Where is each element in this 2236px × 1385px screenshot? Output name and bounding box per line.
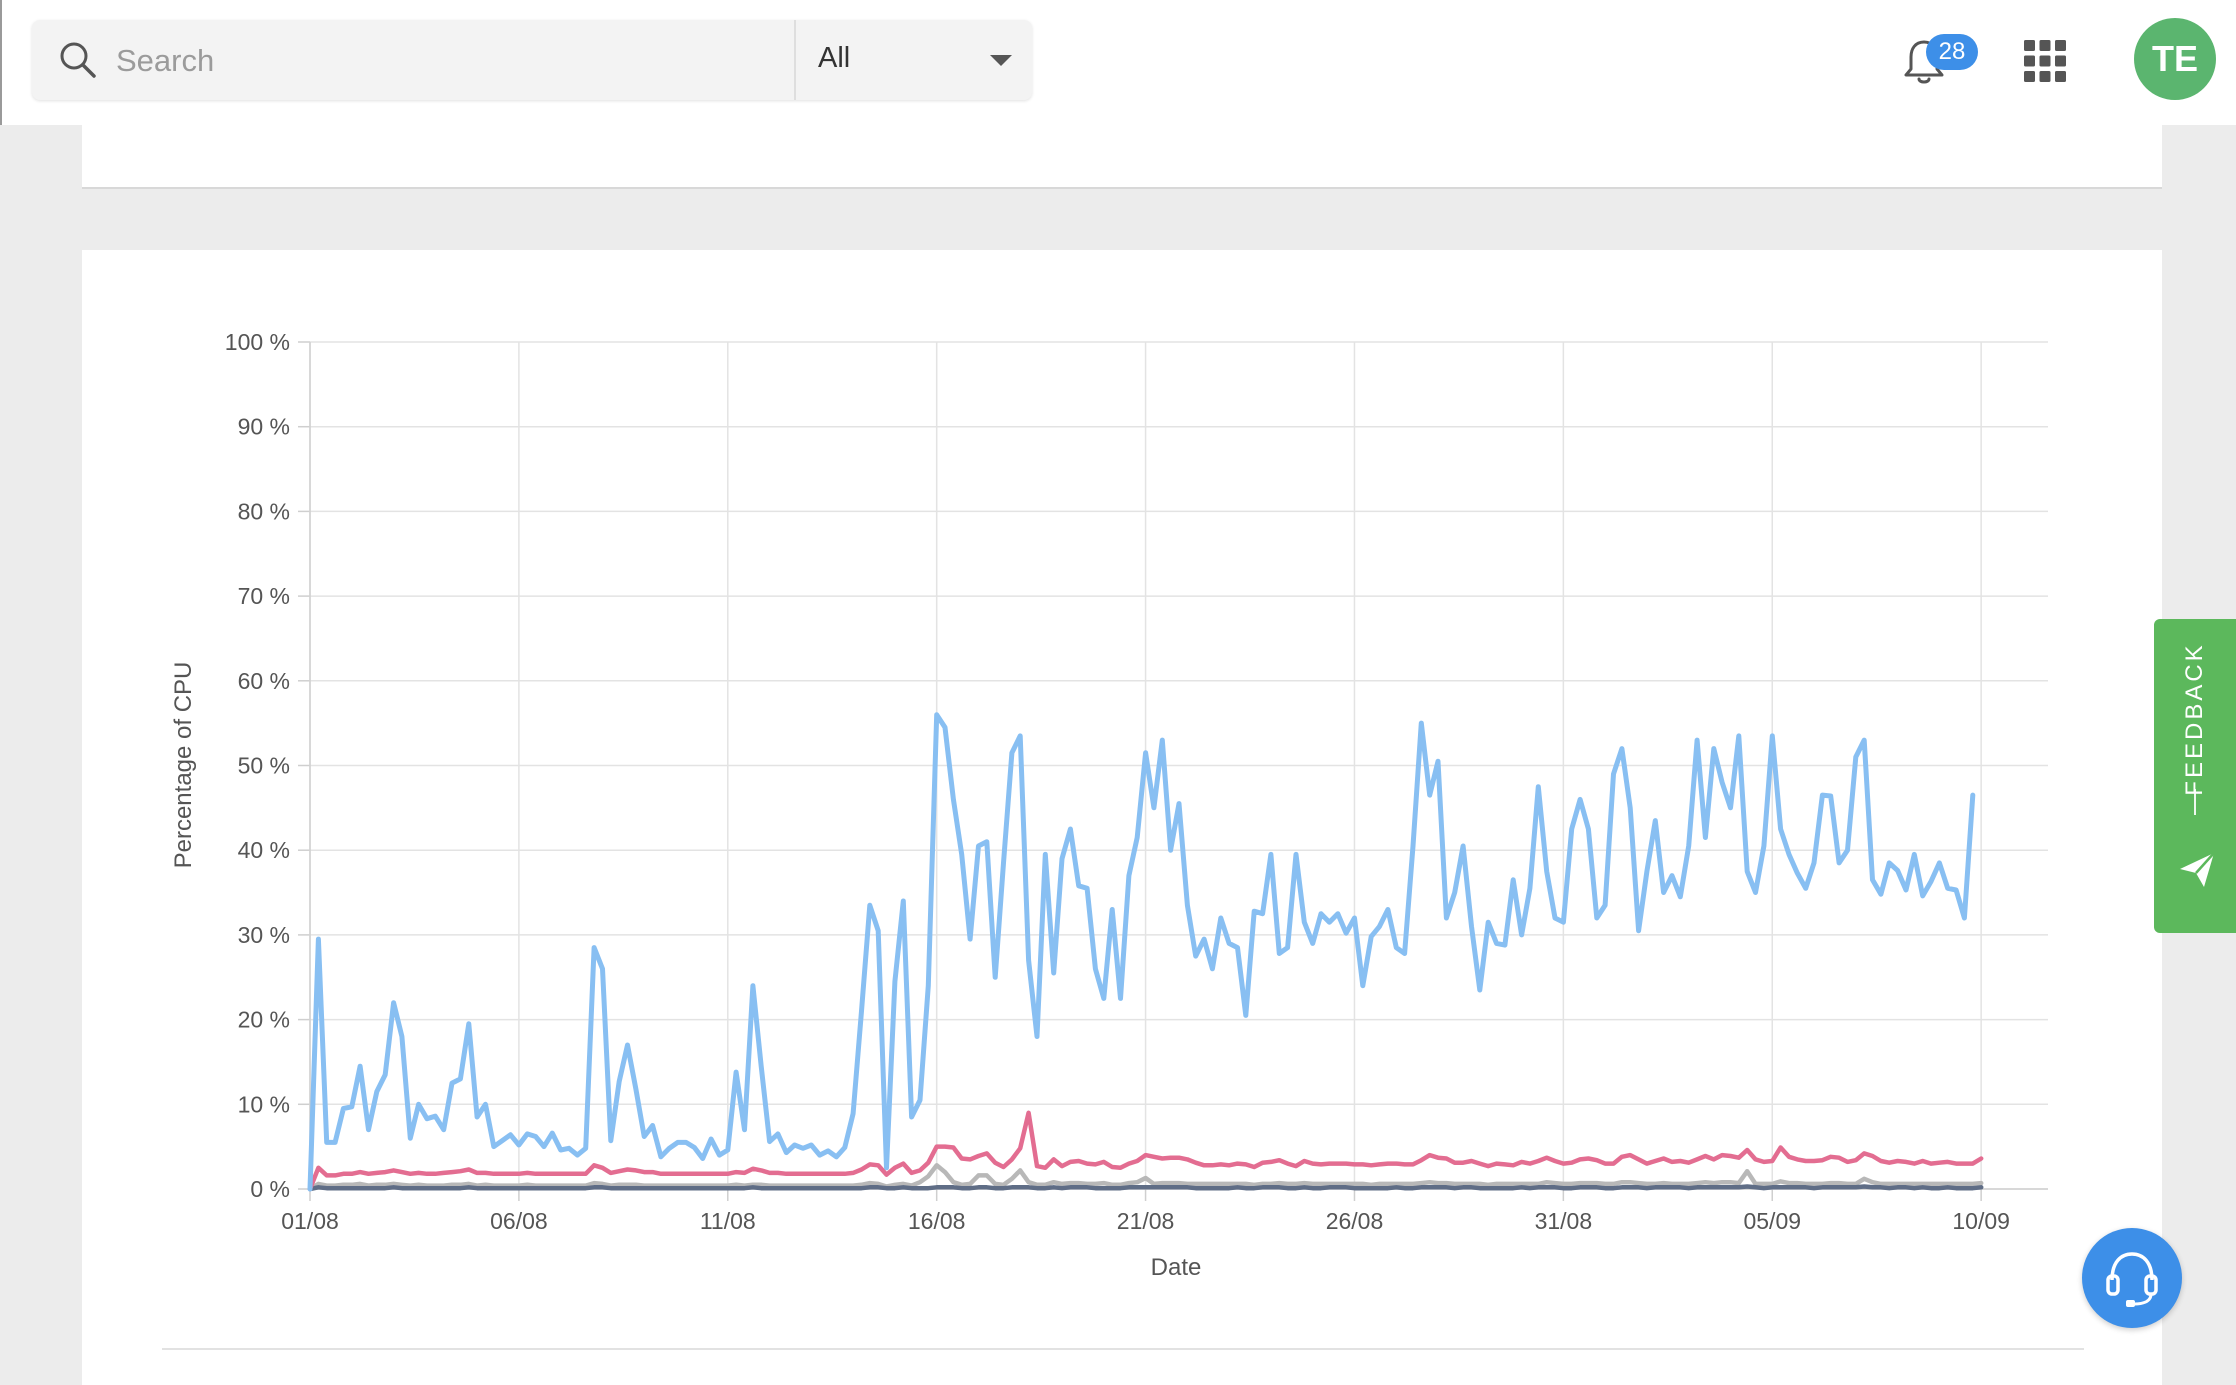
- x-tick-label: 26/08: [1326, 1208, 1384, 1234]
- search-icon[interactable]: [58, 40, 98, 80]
- x-tick-label: 11/08: [700, 1208, 756, 1234]
- chevron-down-icon: [990, 55, 1012, 66]
- feedback-tab[interactable]: FEEDBACK: [2154, 619, 2236, 933]
- feedback-separator: [2194, 789, 2196, 815]
- user-avatar[interactable]: TE: [2134, 18, 2216, 100]
- notification-count-badge: 28: [1926, 34, 1978, 70]
- y-tick-label: 100 %: [225, 329, 290, 355]
- y-tick-label: 60 %: [238, 668, 290, 694]
- x-axis-title: Date: [1151, 1254, 1202, 1281]
- y-tick-label: 70 %: [238, 583, 290, 609]
- y-tick-label: 90 %: [238, 414, 290, 440]
- series-line-2: [307, 1110, 1984, 1192]
- headset-icon: [2106, 1252, 2158, 1307]
- y-tick-label: 40 %: [238, 837, 290, 863]
- x-tick-label: 31/08: [1535, 1208, 1593, 1234]
- search-bar: All: [32, 20, 1032, 100]
- series-line-1: [307, 712, 1976, 1192]
- y-axis-title: Percentage of CPU: [170, 662, 197, 869]
- x-tick-label: 06/08: [490, 1208, 548, 1234]
- y-tick-label: 20 %: [238, 1007, 290, 1033]
- top-bar: All 28 TE: [0, 0, 2236, 125]
- search-input[interactable]: [114, 36, 808, 86]
- x-tick-label: 05/09: [1743, 1208, 1801, 1234]
- send-icon: [2180, 852, 2215, 887]
- y-tick-label: 80 %: [238, 498, 290, 524]
- support-chat-button[interactable]: [2082, 1228, 2182, 1328]
- apps-grid-icon[interactable]: [2024, 40, 2066, 82]
- search-scope-value: All: [818, 42, 851, 74]
- y-tick-label: 50 %: [238, 753, 290, 779]
- x-tick-label: 10/09: [1952, 1208, 2010, 1234]
- y-tick-label: 10 %: [238, 1091, 290, 1117]
- cpu-usage-chart: 0 % 10 % 20 % 30 % 40 % 50 % 60 % 70 % 80 % 90 % 1…: [170, 329, 2048, 1281]
- series-line-3: [307, 1163, 1984, 1192]
- card-divider: [162, 1348, 2084, 1350]
- series-line-4: [307, 1184, 1984, 1192]
- x-tick-label: 16/08: [908, 1208, 966, 1234]
- cpu-chart-card: 0 % 10 % 20 % 30 % 40 % 50 % 60 % 70 % 80 % 90 % 1…: [82, 250, 2162, 1385]
- y-tick-label: 0 %: [250, 1176, 290, 1202]
- search-scope-dropdown[interactable]: All: [794, 20, 1034, 100]
- x-tick-label: 01/08: [281, 1208, 339, 1234]
- y-tick-label: 30 %: [238, 922, 290, 948]
- summary-card: [82, 125, 2162, 189]
- x-tick-label: 21/08: [1117, 1208, 1175, 1234]
- feedback-label: FEEDBACK: [2181, 642, 2208, 796]
